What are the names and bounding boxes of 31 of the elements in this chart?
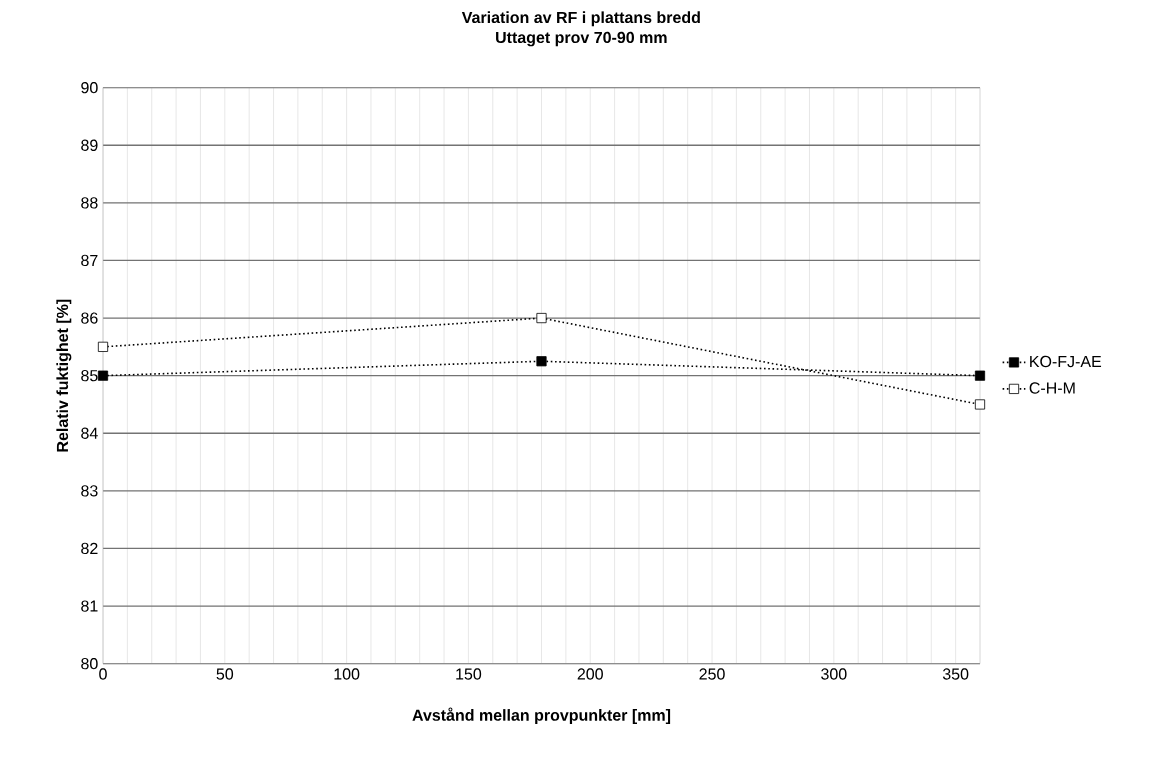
point	[97, 341, 109, 353]
y-tick-label: 83	[81, 485, 98, 497]
y-tick-label: 89	[81, 139, 98, 152]
y-tick-label: 85	[81, 370, 98, 382]
x-tick-label: 0	[99, 668, 107, 680]
legend-label: C-H-M	[1029, 382, 1075, 394]
y-tick-label: 88	[81, 197, 98, 209]
y-tick-label: 90	[81, 82, 98, 94]
chart-title: Variation av RF i plattans bredd	[461, 11, 700, 27]
x-tick-label: 200	[577, 668, 603, 680]
x-tick-label: 150	[456, 668, 482, 680]
y-tick-label: 84	[81, 427, 98, 440]
y-tick-label: 87	[81, 254, 98, 267]
point	[974, 370, 986, 381]
point	[97, 370, 109, 381]
point	[536, 356, 547, 367]
x-tick-label: 250	[699, 668, 725, 680]
x-tick-label: 300	[821, 668, 847, 680]
y-tick-label: 82	[81, 542, 98, 555]
y-tick-label: 80	[81, 658, 98, 670]
x-tick-label: 350	[942, 668, 969, 680]
y-tick-label: 81	[81, 600, 98, 612]
x-axis-title: Avstånd mellan provpunkter [mm]	[412, 707, 671, 725]
point	[974, 399, 986, 410]
y-tick-label: 86	[81, 312, 98, 324]
y-axis-title: Relativ fuktighet [%]	[56, 299, 72, 452]
x-tick-label: 100	[334, 668, 360, 680]
x-tick-label: 50	[216, 668, 234, 680]
legend-label: KO-FJ-AE	[1030, 356, 1102, 368]
chart-subtitle: Uttaget prov 70-90 mm	[496, 31, 667, 47]
point	[536, 313, 547, 324]
